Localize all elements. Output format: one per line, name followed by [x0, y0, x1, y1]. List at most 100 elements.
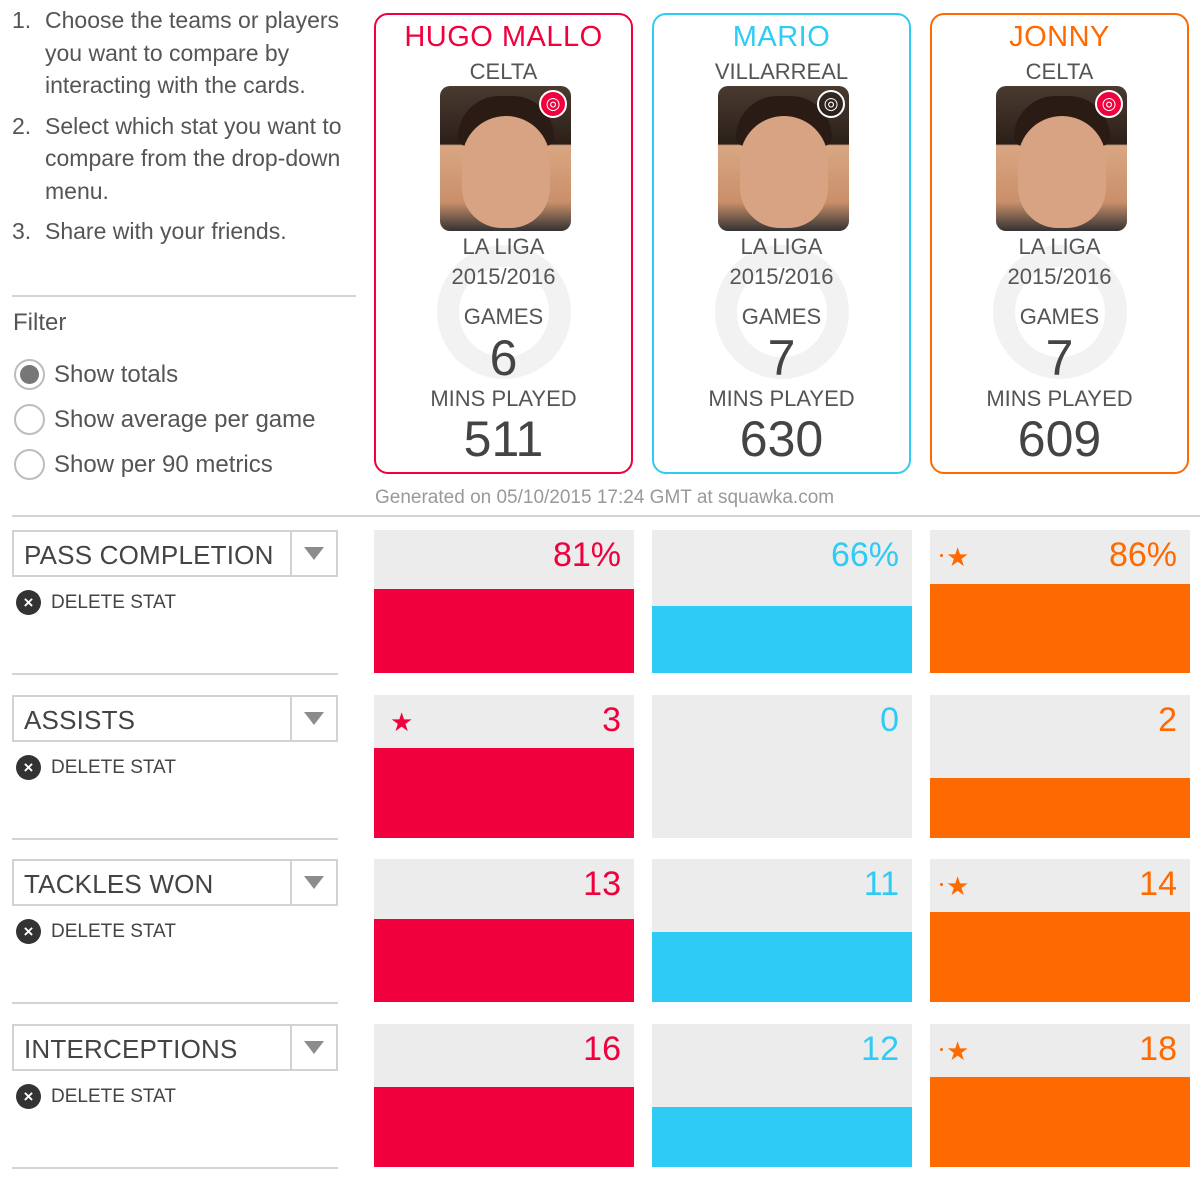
instructions: 1. Choose the teams or players you want t…	[12, 4, 357, 256]
chevron-down-icon[interactable]	[304, 876, 324, 889]
star-icon: ★	[390, 707, 414, 737]
player-name: MARIO	[732, 21, 831, 53]
stat-bar-cell: 86% ★	[930, 530, 1190, 673]
stat-value: 16	[583, 1030, 621, 1068]
stat-bar	[652, 932, 912, 1002]
instruction-step: 2. Select which stat you want to compare …	[12, 112, 342, 204]
mins-label: MINS PLAYED	[430, 386, 577, 411]
games-label: GAMES	[463, 304, 544, 329]
player-card-hugo-mallo[interactable]: HUGO MALLO CELTA ◎ LA LIGA 2015/2016 GAM…	[374, 13, 633, 474]
filter-option-label: Show totals	[54, 360, 179, 388]
stat-bar-cell: 18 ★	[930, 1024, 1190, 1167]
delete-stat-button[interactable]: × DELETE STAT	[16, 919, 176, 944]
stat-bar	[374, 1087, 634, 1167]
mins-label: MINS PLAYED	[708, 386, 855, 411]
delete-stat-button[interactable]: × DELETE STAT	[16, 755, 176, 780]
radio-button[interactable]	[14, 404, 45, 435]
stat-bar-cell: 66%	[652, 530, 912, 673]
stat-bar	[374, 919, 634, 1002]
player-photo: ◎	[718, 86, 849, 231]
radio-button[interactable]	[14, 449, 45, 480]
stat-bar-cell: 14 ★	[930, 859, 1190, 1002]
stat-dropdown[interactable]: TACKLES WON	[12, 859, 338, 906]
player-league: LA LIGA	[1018, 234, 1101, 259]
stat-dropdown-label: ASSISTS	[24, 705, 136, 735]
player-season: 2015/2016	[451, 264, 556, 289]
player-team: CELTA	[469, 59, 538, 84]
squawka-logo-icon: ◎	[1095, 90, 1123, 118]
chevron-down-icon[interactable]	[304, 547, 324, 560]
stat-bar-cell: 11	[652, 859, 912, 1002]
filter-option-per90[interactable]: Show per 90 metrics	[14, 449, 273, 480]
stat-bar	[930, 1077, 1190, 1167]
filter-option-totals[interactable]: Show totals	[14, 359, 178, 390]
squawka-logo-icon: ◎	[817, 90, 845, 118]
star-icon: ★	[946, 871, 970, 901]
games-value: 7	[767, 330, 796, 386]
close-icon: ×	[16, 590, 41, 615]
stat-bar	[374, 589, 634, 673]
squawka-logo-icon: ◎	[539, 90, 567, 118]
delete-stat-label: DELETE STAT	[51, 1085, 176, 1107]
filter-option-label: Show average per game	[54, 405, 316, 433]
stat-bar-cell: 2	[930, 695, 1190, 838]
stat-bar-cell: 16	[374, 1024, 634, 1167]
chevron-down-icon[interactable]	[304, 1041, 324, 1054]
player-card-mario[interactable]: MARIO VILLARREAL ◎ LA LIGA 2015/2016 GAM…	[652, 13, 911, 474]
player-photo: ◎	[440, 86, 571, 231]
player-name: HUGO MALLO	[404, 21, 603, 53]
delete-stat-button[interactable]: × DELETE STAT	[16, 590, 176, 615]
player-team: VILLARREAL	[714, 59, 849, 84]
delete-stat-label: DELETE STAT	[51, 920, 176, 942]
stat-value: 66%	[830, 536, 899, 574]
divider	[12, 295, 356, 297]
stat-dropdown[interactable]: INTERCEPTIONS	[12, 1024, 338, 1071]
player-season: 2015/2016	[1007, 264, 1112, 289]
games-label: GAMES	[1019, 304, 1100, 329]
divider	[12, 515, 1200, 517]
mins-value: 511	[463, 411, 544, 467]
player-league: LA LIGA	[462, 234, 545, 259]
stat-bar-cell: 0	[652, 695, 912, 838]
close-icon: ×	[16, 755, 41, 780]
close-icon: ×	[16, 919, 41, 944]
games-label: GAMES	[741, 304, 822, 329]
stat-dropdown-label: TACKLES WON	[24, 869, 214, 899]
stat-dropdown[interactable]: ASSISTS	[12, 695, 338, 742]
stat-bar-cell: 81%	[374, 530, 634, 673]
stat-value: 0	[880, 701, 899, 739]
filter-option-label: Show per 90 metrics	[54, 450, 273, 478]
delete-stat-label: DELETE STAT	[51, 756, 176, 778]
mins-value: 609	[1017, 411, 1102, 467]
stat-value: 12	[861, 1030, 899, 1068]
instruction-step: 1. Choose the teams or players you want t…	[12, 7, 340, 98]
stat-value: 14	[1139, 865, 1177, 903]
divider	[12, 838, 338, 840]
star-icon: ★	[946, 542, 970, 572]
delete-stat-button[interactable]: × DELETE STAT	[16, 1084, 176, 1109]
player-team: CELTA	[1025, 59, 1094, 84]
stat-value: 13	[583, 865, 621, 903]
stat-value: 18	[1139, 1030, 1177, 1068]
filter-title: Filter	[13, 309, 67, 336]
stat-bar	[930, 778, 1190, 838]
divider	[12, 1167, 338, 1169]
stat-dropdown[interactable]: PASS COMPLETION	[12, 530, 338, 577]
stat-bar	[652, 1107, 912, 1167]
filter-option-average[interactable]: Show average per game	[14, 404, 316, 435]
stat-bar-cell: 13	[374, 859, 634, 1002]
stat-value: 11	[863, 865, 899, 903]
stat-value: 81%	[552, 536, 621, 574]
divider	[12, 1002, 338, 1004]
radio-button[interactable]	[14, 359, 45, 390]
stat-dropdown-label: INTERCEPTIONS	[24, 1034, 238, 1064]
games-value: 6	[489, 330, 518, 386]
stat-bar	[652, 606, 912, 673]
stat-value: 3	[602, 701, 621, 739]
close-icon: ×	[16, 1084, 41, 1109]
star-icon: ★	[946, 1036, 970, 1066]
player-card-jonny[interactable]: JONNY CELTA ◎ LA LIGA 2015/2016 GAMES 7 …	[930, 13, 1189, 474]
stat-dropdown-label: PASS COMPLETION	[24, 540, 274, 570]
mins-label: MINS PLAYED	[986, 386, 1133, 411]
chevron-down-icon[interactable]	[304, 712, 324, 725]
